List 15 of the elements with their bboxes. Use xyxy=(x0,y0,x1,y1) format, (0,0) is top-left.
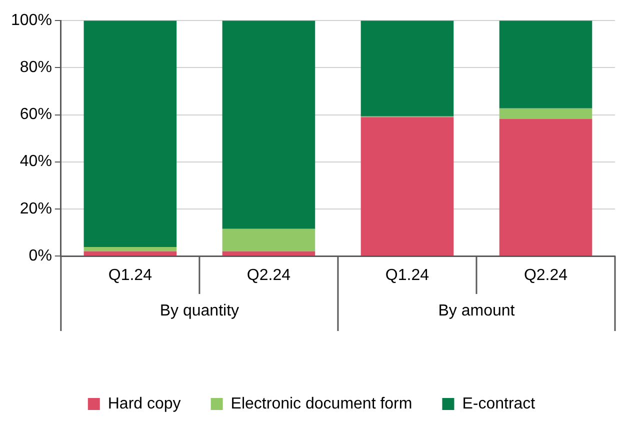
x-tick-label: Q2.24 xyxy=(524,267,568,284)
y-tick-label: 60% xyxy=(20,106,52,124)
x-tick-label: Q2.24 xyxy=(246,267,291,284)
y-tick-label: 100% xyxy=(11,12,52,30)
x-tick-label: Q1.24 xyxy=(108,267,152,284)
y-tick-label: 80% xyxy=(20,59,52,76)
y-tick-label: 0% xyxy=(28,247,52,264)
legend-label: Hard copy xyxy=(108,395,181,412)
text: By amount xyxy=(438,302,516,320)
y-tick-label: 20% xyxy=(20,200,52,218)
y-tick-label: 40% xyxy=(20,153,52,170)
x-tick-label: Q1.24 xyxy=(385,267,430,284)
legend-label: E-contract xyxy=(462,395,536,412)
legend-label: Electronic document form xyxy=(230,395,412,412)
text: By quantity xyxy=(160,302,240,320)
